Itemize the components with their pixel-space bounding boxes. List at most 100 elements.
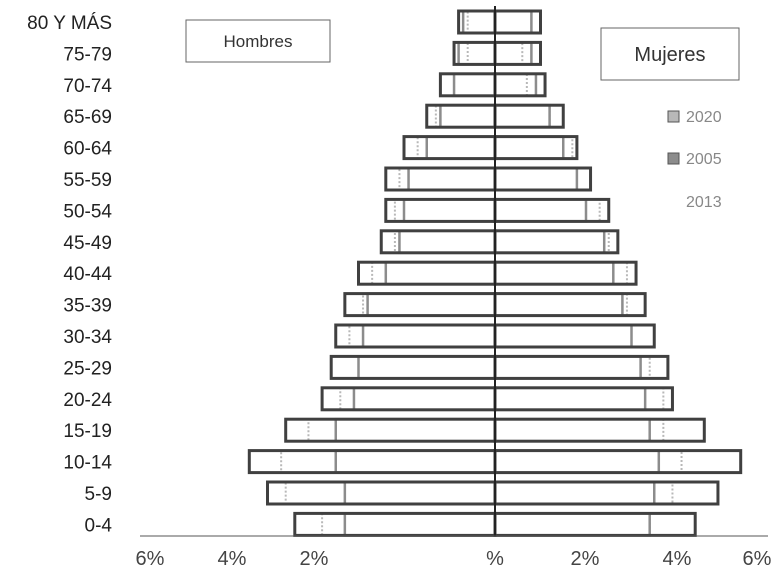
legend: 2020 2005 2013 [667, 109, 722, 211]
bar-mujeres-2020-2 [494, 72, 528, 97]
bar-hombres-2005-0 [461, 9, 497, 35]
hombres-label-box: Hombres [185, 19, 331, 63]
age-label: 55-59 [63, 170, 112, 191]
bar-mujeres-2020-13 [494, 418, 665, 443]
bar-hombres-2020-10 [348, 324, 496, 348]
bar-hombres-2020-14 [280, 449, 496, 474]
age-label: 70-74 [63, 76, 112, 97]
bar-hombres-2005-8 [384, 260, 497, 286]
bar-mujeres-2013-16 [493, 511, 697, 537]
bar-hombres-2005-16 [343, 512, 497, 537]
bar-hombres-2005-6 [402, 198, 497, 223]
bar-mujeres-2005-6 [493, 198, 588, 223]
bar-hombres-2013-2 [438, 72, 497, 98]
bar-hombres-2020-9 [362, 292, 496, 317]
bar-hombres-2013-16 [293, 511, 497, 537]
age-label: 65-69 [63, 107, 112, 128]
bar-hombres-2005-1 [457, 41, 497, 66]
bar-hombres-2005-11 [357, 355, 497, 380]
legend-label-2013: 2013 [686, 194, 722, 211]
age-label: 20-24 [63, 390, 112, 411]
bar-mujeres-2013-6 [493, 197, 611, 223]
x-tick-label: 6% [136, 548, 165, 570]
bar-hombres-2020-6 [393, 198, 496, 223]
bar-hombres-2005-12 [352, 386, 497, 412]
bar-mujeres-2005-4 [493, 135, 565, 160]
bar-mujeres-2013-11 [493, 354, 670, 380]
x-tick-label: % [486, 548, 504, 570]
bar-mujeres-2005-12 [493, 386, 647, 412]
bar-mujeres-2020-12 [494, 386, 665, 411]
bar-hombres-2005-9 [366, 292, 497, 317]
bar-mujeres-2005-3 [493, 103, 551, 129]
bar-mujeres-2005-7 [493, 229, 606, 255]
bar-hombres-2005-10 [361, 323, 497, 349]
bar-mujeres-2013-4 [493, 135, 579, 161]
bar-hombres-2020-0 [466, 10, 497, 34]
bar-hombres-2005-13 [334, 417, 497, 443]
bar-mujeres-2020-15 [494, 481, 674, 505]
bar-mujeres-2013-7 [493, 229, 620, 255]
legend-swatch-2020 [667, 110, 680, 123]
bar-hombres-2005-15 [343, 480, 497, 506]
bar-mujeres-2020-7 [494, 229, 610, 254]
bar-mujeres-2020-1 [494, 41, 524, 66]
age-label: 25-29 [63, 358, 112, 379]
bar-hombres-2013-11 [329, 354, 497, 380]
bar-mujeres-2005-15 [493, 480, 656, 506]
age-label: 5-9 [85, 484, 112, 505]
bar-mujeres-2005-13 [493, 417, 651, 443]
bar-hombres-2020-3 [434, 104, 497, 129]
bar-hombres-2013-6 [384, 197, 497, 223]
age-label: 15-19 [63, 421, 112, 442]
x-tick-label: 4% [663, 548, 692, 570]
bar-hombres-2005-7 [398, 229, 497, 255]
age-label: 45-49 [63, 233, 112, 254]
hombres-label: Hombres [224, 32, 293, 51]
bar-mujeres-2005-11 [493, 355, 642, 380]
age-label: 75-79 [63, 44, 112, 65]
bar-mujeres-2005-16 [493, 512, 651, 537]
bar-mujeres-2013-2 [493, 72, 547, 98]
bar-hombres-2013-13 [284, 417, 497, 443]
x-tick-label: 2% [571, 548, 600, 570]
bar-mujeres-2020-6 [494, 198, 601, 223]
age-label: 35-39 [63, 296, 112, 317]
age-label: 40-44 [63, 264, 112, 285]
age-label: 60-64 [63, 139, 112, 160]
age-group-labels: 80 Y MÁS 75-79 70-74 65-69 60-64 55-59 50-54 45… [27, 13, 112, 536]
bar-hombres-2005-5 [407, 166, 497, 192]
age-label: 50-54 [63, 201, 112, 222]
bar-hombres-2005-14 [334, 449, 497, 474]
x-tick-label: 2% [300, 548, 329, 570]
bar-mujeres-2013-1 [493, 40, 542, 66]
bar-mujeres-2005-8 [493, 260, 615, 286]
bar-hombres-2020-15 [284, 481, 497, 505]
bar-hombres-2013-5 [384, 166, 497, 192]
bar-hombres-2020-2 [453, 72, 496, 97]
bar-mujeres-2020-16 [494, 512, 651, 537]
bar-hombres-2020-5 [398, 167, 497, 191]
bar-mujeres-2005-10 [493, 323, 633, 349]
bar-hombres-2013-8 [357, 260, 497, 286]
bar-mujeres-2005-5 [493, 166, 579, 192]
bar-mujeres-2020-8 [494, 261, 628, 286]
bar-mujeres-2020-3 [494, 104, 551, 129]
legend-label-2005: 2005 [686, 151, 722, 168]
mujeres-label-box: Mujeres [600, 27, 740, 81]
bar-hombres-2020-16 [321, 512, 496, 537]
bar-hombres-2005-2 [452, 72, 497, 98]
bar-mujeres-2013-0 [493, 9, 542, 35]
bar-mujeres-2020-11 [494, 355, 651, 380]
x-tick-label: 4% [218, 548, 247, 570]
bar-hombres-2013-12 [320, 386, 497, 412]
bar-mujeres-2013-8 [493, 260, 638, 286]
bar-mujeres-2005-2 [493, 72, 538, 98]
legend-label-2020: 2020 [686, 109, 722, 126]
age-label: 0-4 [85, 515, 113, 536]
age-label: 10-14 [63, 453, 112, 474]
bar-mujeres-2013-15 [493, 480, 720, 506]
bar-hombres-2020-8 [371, 261, 496, 286]
bar-mujeres-2005-9 [493, 292, 624, 317]
